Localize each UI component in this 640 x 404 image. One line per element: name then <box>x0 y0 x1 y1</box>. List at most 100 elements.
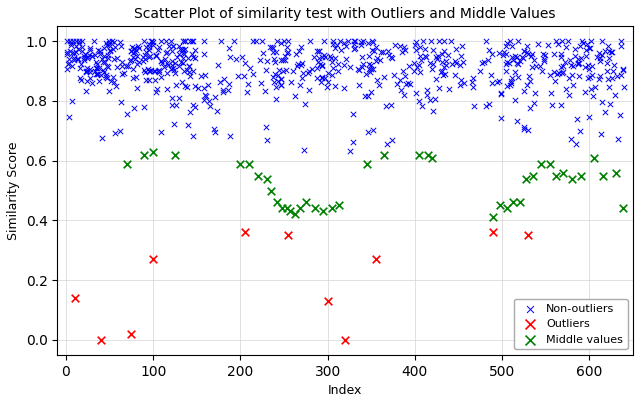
Non-outliers <box>219 76 229 83</box>
Non-outliers <box>245 65 255 71</box>
Non-outliers <box>257 38 268 44</box>
Non-outliers <box>305 38 315 44</box>
Non-outliers <box>595 73 605 79</box>
Non-outliers <box>140 52 150 58</box>
Non-outliers <box>451 60 461 66</box>
Non-outliers <box>364 66 374 72</box>
Non-outliers <box>354 67 364 73</box>
Non-outliers <box>560 59 570 65</box>
Non-outliers <box>138 53 148 60</box>
Non-outliers <box>65 48 76 55</box>
Non-outliers <box>593 53 603 60</box>
Non-outliers <box>212 61 223 68</box>
Non-outliers <box>519 47 529 54</box>
Non-outliers <box>200 72 210 78</box>
Non-outliers <box>148 68 159 75</box>
Non-outliers <box>224 45 234 51</box>
Non-outliers <box>425 59 435 66</box>
Non-outliers <box>575 55 586 61</box>
Non-outliers <box>332 42 342 48</box>
Non-outliers <box>575 43 585 49</box>
Non-outliers <box>102 63 112 69</box>
Non-outliers <box>345 64 355 70</box>
Non-outliers <box>327 59 337 65</box>
Non-outliers <box>440 71 450 78</box>
Non-outliers <box>483 47 493 53</box>
Non-outliers <box>156 74 166 80</box>
Non-outliers <box>456 42 467 49</box>
Non-outliers <box>550 38 561 44</box>
Non-outliers <box>262 137 273 143</box>
Non-outliers <box>108 56 118 63</box>
Non-outliers <box>146 38 156 44</box>
Non-outliers <box>431 76 442 82</box>
Non-outliers <box>574 73 584 80</box>
Non-outliers <box>268 48 278 55</box>
Non-outliers <box>568 82 578 88</box>
Non-outliers <box>67 63 77 69</box>
Non-outliers <box>384 52 394 59</box>
Non-outliers <box>255 79 266 86</box>
Non-outliers <box>526 53 536 59</box>
Non-outliers <box>76 38 86 44</box>
Non-outliers <box>454 82 465 88</box>
Non-outliers <box>72 56 82 62</box>
Non-outliers <box>570 46 580 53</box>
Non-outliers <box>436 68 446 75</box>
Non-outliers <box>505 82 515 88</box>
Non-outliers <box>348 139 358 145</box>
Non-outliers <box>573 59 584 66</box>
Non-outliers <box>330 45 340 52</box>
Non-outliers <box>87 53 97 59</box>
Non-outliers <box>616 38 626 44</box>
Non-outliers <box>61 38 72 44</box>
Non-outliers <box>428 46 438 53</box>
Non-outliers <box>99 45 109 52</box>
Non-outliers <box>179 60 189 67</box>
Non-outliers <box>210 93 220 100</box>
Non-outliers <box>538 56 548 62</box>
Middle values <box>589 154 599 161</box>
Non-outliers <box>161 49 171 56</box>
Non-outliers <box>608 68 618 75</box>
Outliers <box>524 232 534 238</box>
Non-outliers <box>142 66 152 72</box>
Non-outliers <box>382 141 392 147</box>
Non-outliers <box>104 88 114 94</box>
Non-outliers <box>362 129 372 135</box>
Non-outliers <box>524 73 534 79</box>
Non-outliers <box>85 69 95 75</box>
Non-outliers <box>92 65 102 72</box>
Middle values <box>294 205 305 212</box>
Non-outliers <box>134 58 144 65</box>
Non-outliers <box>282 44 292 50</box>
Non-outliers <box>458 58 468 65</box>
Non-outliers <box>273 77 284 84</box>
Non-outliers <box>495 114 506 121</box>
Non-outliers <box>365 61 376 68</box>
Non-outliers <box>369 66 379 72</box>
Non-outliers <box>132 43 143 49</box>
Non-outliers <box>607 75 617 81</box>
Non-outliers <box>231 56 241 63</box>
Non-outliers <box>68 57 79 63</box>
Non-outliers <box>322 83 332 90</box>
Non-outliers <box>415 53 425 60</box>
Middle values <box>148 149 158 155</box>
Non-outliers <box>188 50 198 57</box>
Non-outliers <box>309 54 319 61</box>
Middle values <box>380 152 390 158</box>
Non-outliers <box>356 63 367 70</box>
Non-outliers <box>530 90 540 97</box>
Non-outliers <box>166 65 176 72</box>
Non-outliers <box>103 64 113 71</box>
Non-outliers <box>426 38 436 44</box>
Non-outliers <box>224 81 234 87</box>
Non-outliers <box>198 50 209 57</box>
Non-outliers <box>87 53 97 59</box>
Non-outliers <box>97 135 107 141</box>
Non-outliers <box>348 38 358 44</box>
Non-outliers <box>69 55 79 61</box>
Non-outliers <box>90 51 100 58</box>
Non-outliers <box>139 104 149 110</box>
